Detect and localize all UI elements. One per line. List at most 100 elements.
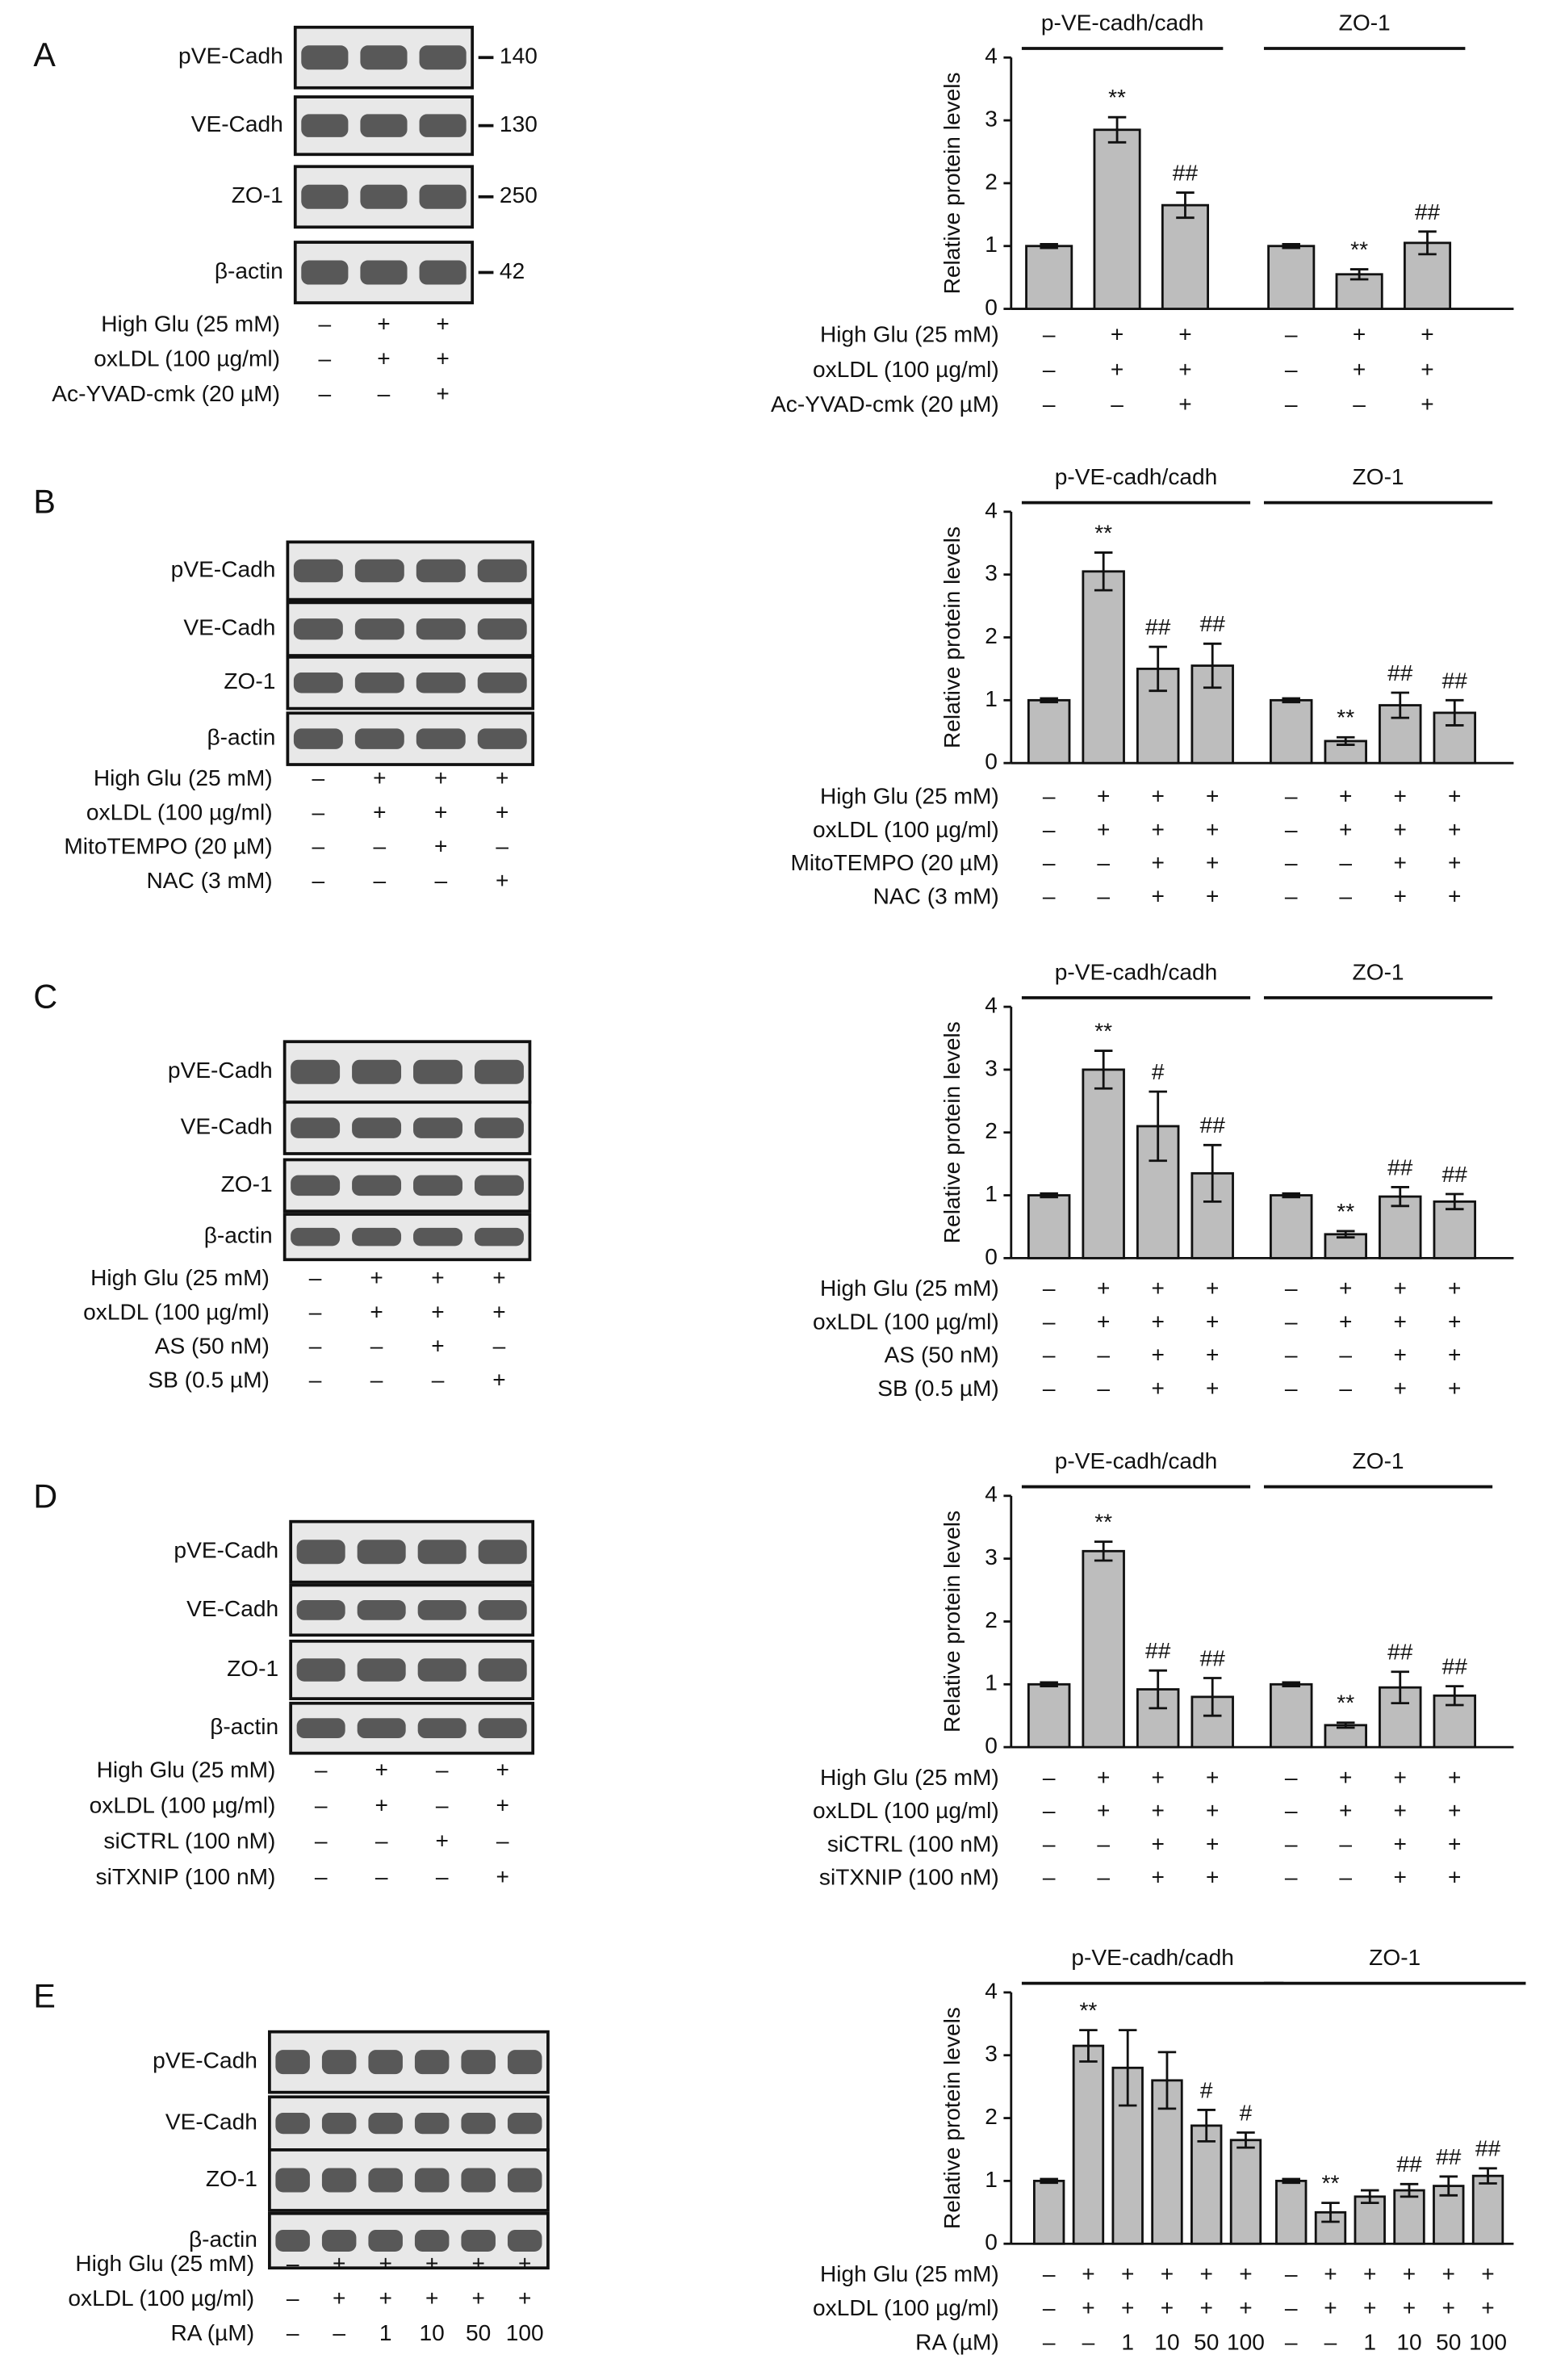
blot-label: pVE-Cadh [174,1538,278,1563]
group-label: p-VE-cadh/cadh [1055,464,1218,489]
bar [1025,245,1073,310]
condition-sign: – [436,1793,449,1818]
error-bar [1149,645,1167,693]
blot-band [413,1227,462,1247]
condition-sign: – [1285,1309,1298,1334]
blot-band [413,1175,462,1196]
condition-label: High Glu (25 mM) [820,1276,999,1301]
condition-sign: – [1285,1865,1298,1890]
blot-frame [268,2095,550,2152]
error-bar [1149,1669,1167,1710]
condition-sign: + [374,1793,387,1818]
condition-sign: + [1481,2261,1494,2286]
condition-label: oxLDL (100 µg/ml) [94,346,280,371]
blot-band [419,260,467,285]
blot-band [291,1059,341,1084]
error-bar [1391,1670,1410,1705]
y-tick-label: 3 [985,1544,998,1569]
condition-sign: – [1043,392,1056,417]
significance: ## [1387,1154,1413,1180]
condition-sign: + [1151,1831,1164,1856]
significance: ** [1094,1018,1112,1043]
blot-band [360,114,408,137]
condition-sign: – [432,1368,445,1393]
blot-band [477,559,527,583]
significance: ## [1387,660,1413,685]
blot-band [368,2113,403,2135]
condition-sign: + [1151,883,1164,908]
y-tick-label: 0 [985,749,998,774]
blot-band [478,1718,527,1739]
error-bar [1336,1230,1355,1239]
blot-band [301,184,349,209]
y-tick-label: 0 [985,1244,998,1269]
condition-label: oxLDL (100 µg/ml) [68,2286,254,2311]
condition-sign: + [1206,1765,1219,1790]
condition-sign: + [377,346,390,371]
condition-sign: – [1285,1276,1298,1301]
significance: ** [1094,520,1112,545]
condition-sign: – [1043,817,1056,842]
blot-band [352,1227,402,1247]
condition-sign: + [496,765,508,790]
significance: ## [1200,1112,1226,1138]
condition-sign: + [1324,2261,1337,2286]
blot-label: pVE-Cadh [153,2048,257,2073]
blot-band [475,1117,524,1138]
blot-label: β-actin [204,1223,273,1248]
condition-sign: – [1043,784,1056,809]
condition-label: High Glu (25 mM) [101,312,280,337]
significance: ** [1350,237,1368,262]
error-bar [1236,2131,1255,2149]
panel-letter: B [33,483,56,520]
blot-band [354,618,404,640]
error-bar [1079,2029,1098,2063]
condition-sign: + [373,799,386,824]
y-tick-label: 1 [985,232,998,257]
blot-label: VE-Cadh [181,1114,273,1139]
condition-sign: + [1448,1831,1461,1856]
y-tick-label: 2 [985,169,998,194]
condition-sign: + [1339,1276,1352,1301]
condition-sign: – [1043,1831,1056,1856]
condition-sign: + [1448,883,1461,908]
condition-sign: – [1285,322,1298,347]
y-tick-label: 4 [985,1978,998,2003]
bar [1027,698,1071,765]
condition-sign: + [1394,883,1407,908]
significance: ## [1145,614,1171,639]
blot-band [413,1059,462,1084]
group-label: p-VE-cadh/cadh [1071,1945,1234,1970]
group-label: p-VE-cadh/cadh [1041,10,1204,35]
condition-label: AS (50 nM) [155,1333,270,1358]
y-tick-label: 1 [985,2167,998,2192]
condition-sign: + [492,1368,505,1393]
marker-label: 140 [500,44,538,69]
y-tick-label: 2 [985,1118,998,1143]
significance: ## [1145,1638,1171,1663]
y-tick-label: 4 [985,44,998,69]
condition-label: RA (µM) [915,2329,999,2354]
condition-sign: + [1121,2261,1134,2286]
condition-sign: – [1285,817,1298,842]
condition-sign: – [1285,2261,1298,2286]
error-bar [1094,551,1113,592]
condition-sign: – [370,1333,383,1358]
blot-band [478,1600,527,1620]
condition-sign: + [1178,322,1191,347]
condition-label: oxLDL (100 µg/ml) [813,1798,999,1823]
bar [1324,740,1367,765]
blot-label: VE-Cadh [183,615,275,640]
condition-sign: – [287,2286,299,2311]
error-bar [1282,697,1300,704]
condition-sign: + [496,868,508,893]
group-label: ZO-1 [1353,464,1404,489]
blot-band [354,673,404,693]
condition-sign: + [1339,784,1352,809]
condition-label: siTXNIP (100 nM) [819,1865,999,1890]
condition-sign: + [1151,784,1164,809]
condition-label: siCTRL (100 nM) [103,1829,275,1854]
condition-sign: – [1043,2261,1056,2286]
y-axis-label: Relative protein levels [939,72,964,294]
